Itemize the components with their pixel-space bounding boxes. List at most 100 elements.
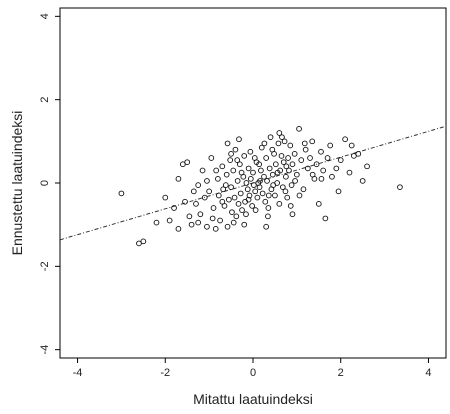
data-point — [278, 153, 285, 159]
data-point — [239, 207, 245, 213]
data-point — [171, 205, 177, 211]
data-point — [276, 130, 283, 136]
data-point — [224, 223, 231, 230]
data-point — [294, 171, 300, 178]
data-point — [175, 225, 182, 232]
y-tick-label: 2 — [39, 97, 51, 103]
data-point — [286, 167, 292, 174]
data-point — [269, 146, 276, 153]
data-point — [245, 165, 252, 172]
data-point — [272, 192, 278, 199]
data-point — [246, 192, 253, 199]
data-point — [265, 213, 271, 220]
data-point — [335, 188, 342, 195]
data-point — [212, 225, 219, 232]
data-point — [282, 188, 289, 195]
data-point — [244, 186, 251, 193]
y-tick-label: -2 — [39, 261, 51, 271]
data-point — [292, 178, 298, 184]
data-point — [258, 144, 265, 151]
data-point — [219, 198, 226, 205]
data-point — [153, 219, 160, 226]
data-point — [210, 205, 217, 211]
data-point — [233, 213, 240, 220]
data-point — [333, 165, 340, 172]
data-point — [315, 200, 322, 207]
data-point — [206, 188, 212, 195]
data-point — [175, 175, 182, 182]
data-point — [266, 165, 273, 172]
data-point — [265, 205, 272, 211]
data-point — [213, 167, 220, 174]
data-point — [241, 221, 248, 228]
data-point — [215, 175, 221, 182]
data-point — [118, 190, 125, 197]
y-tick-label: 0 — [39, 180, 51, 186]
data-point — [359, 178, 366, 184]
data-point — [250, 169, 256, 176]
data-point — [140, 238, 147, 245]
data-point — [234, 157, 241, 163]
data-point — [236, 161, 243, 168]
y-tick-label: -4 — [39, 345, 51, 355]
data-point — [227, 157, 234, 163]
data-point — [162, 194, 169, 201]
data-point — [204, 223, 210, 230]
data-point — [256, 161, 262, 168]
data-point — [222, 182, 229, 188]
data-point — [251, 155, 258, 161]
data-point — [245, 196, 252, 203]
x-tick-label: 4 — [425, 367, 431, 379]
data-points — [118, 125, 403, 247]
data-point — [226, 196, 232, 203]
x-tick-label: -2 — [160, 367, 170, 379]
data-point — [232, 146, 239, 153]
data-point — [318, 148, 324, 155]
data-point — [307, 155, 313, 161]
data-point — [190, 188, 197, 195]
data-point — [313, 161, 320, 168]
data-point — [288, 182, 295, 188]
data-point — [287, 203, 294, 209]
data-point — [199, 167, 206, 174]
data-point — [264, 178, 270, 184]
data-point — [280, 159, 287, 166]
data-point — [263, 155, 270, 161]
data-point — [351, 153, 357, 159]
data-point — [270, 182, 277, 188]
data-point — [346, 169, 353, 176]
data-point — [197, 211, 204, 218]
data-point — [364, 163, 370, 170]
data-point — [230, 219, 237, 226]
data-point — [284, 194, 291, 201]
data-point — [256, 184, 263, 191]
data-point — [257, 178, 263, 184]
data-point — [228, 184, 234, 191]
data-point — [342, 136, 348, 143]
data-point — [298, 157, 305, 163]
data-point — [269, 171, 276, 178]
data-point — [267, 134, 274, 141]
data-point — [254, 194, 261, 201]
data-point — [219, 163, 226, 170]
data-point — [236, 136, 242, 143]
data-point — [322, 215, 329, 222]
y-axis-label: Ennustettu laatuindeksi — [9, 111, 25, 256]
data-point — [234, 178, 241, 184]
data-point — [320, 167, 327, 174]
data-point — [283, 173, 289, 180]
x-axis-label: Mitattu laatuindeksi — [193, 391, 313, 407]
data-point — [318, 175, 325, 182]
data-point — [247, 175, 254, 182]
data-point — [287, 142, 294, 149]
data-point — [223, 171, 230, 178]
data-point — [304, 165, 311, 172]
x-tick-label: 0 — [250, 367, 256, 379]
data-point — [243, 211, 249, 218]
data-point — [224, 140, 231, 147]
data-point — [201, 194, 208, 201]
data-point — [300, 186, 307, 193]
axes: -4 -2 0 2 4 -4 -2 0 2 4 — [39, 13, 432, 379]
data-point — [283, 163, 290, 170]
